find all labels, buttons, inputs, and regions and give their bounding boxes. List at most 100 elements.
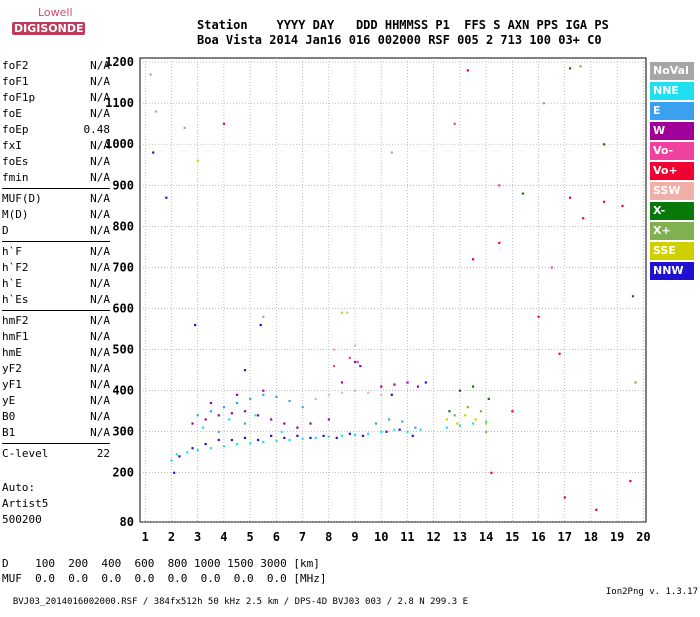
param-value: N/A xyxy=(90,155,110,168)
echo-point-w xyxy=(204,418,207,421)
echo-point-ssw xyxy=(353,344,357,347)
echo-point-nne xyxy=(196,449,199,452)
echo-point-e xyxy=(275,395,278,398)
echo-point-w xyxy=(209,401,212,405)
echo-point-w xyxy=(406,381,409,384)
echo-point-x- xyxy=(521,192,524,195)
logo-bottom-text: DIGISONDE xyxy=(12,22,86,35)
echo-point-e xyxy=(217,430,220,433)
legend-item: W xyxy=(650,122,694,140)
param-row: h`Es N/A xyxy=(2,292,110,308)
echo-point-w xyxy=(296,426,299,429)
param-value: N/A xyxy=(90,346,110,359)
echo-point-nnw xyxy=(283,436,286,440)
echo-point-nne xyxy=(228,418,231,421)
param-name: M(D) xyxy=(2,208,29,221)
echo-point-vo- xyxy=(603,200,606,203)
echo-point-w xyxy=(353,360,357,364)
echo-point-x- xyxy=(603,143,606,146)
echo-point-ssw xyxy=(346,311,349,314)
echo-point-nnw xyxy=(178,455,181,458)
echo-point-vo- xyxy=(498,241,501,244)
legend-item: E xyxy=(650,102,694,120)
header-labels: Station YYYY DAY DDD HHMMSS P1 FFS S AXN… xyxy=(197,18,609,32)
station-header: Station YYYY DAY DDD HHMMSS P1 FFS S AXN… xyxy=(197,18,609,48)
echo-point-noval xyxy=(149,73,152,76)
echo-point-nnw xyxy=(322,434,325,437)
echo-point-nnw xyxy=(259,323,262,327)
file-info-text: BVJ03_2014016002000.RSF / 384fx512h 50 k… xyxy=(12,597,468,607)
echo-point-noval xyxy=(262,315,265,318)
x-tick-label: 14 xyxy=(479,530,493,544)
echo-point-w xyxy=(270,418,273,421)
echo-point-nnw xyxy=(385,430,388,433)
echo-point-nnw xyxy=(191,447,194,450)
echo-point-ssw xyxy=(340,391,344,394)
echo-point-e xyxy=(388,418,391,421)
param-row: MUF(D) N/A xyxy=(2,191,110,207)
echo-point-sse xyxy=(456,422,459,425)
param-row: hmF1 N/A xyxy=(2,329,110,345)
echo-point-nnw xyxy=(243,436,247,440)
param-value: N/A xyxy=(90,426,110,439)
param-row: hmE N/A xyxy=(2,345,110,361)
echo-point-nnw xyxy=(204,442,207,446)
lowell-digisonde-logo: Lowell DIGISONDE xyxy=(2,6,86,40)
file-info-footer: BVJ03_2014016002000.RSF / 384fx512h 50 k… xyxy=(2,587,698,617)
echo-point-nnw xyxy=(165,196,168,199)
echo-point-nne xyxy=(249,442,252,445)
echo-point-noval xyxy=(542,102,545,105)
echo-point-nnw xyxy=(335,436,338,440)
echo-point-nnw xyxy=(361,434,365,437)
echo-point-x- xyxy=(631,295,635,298)
echo-point-sse xyxy=(196,159,199,162)
echo-point-ssw xyxy=(380,393,383,396)
echo-point-vo- xyxy=(568,196,572,199)
echo-point-sse xyxy=(445,418,448,421)
echo-point-nne xyxy=(280,430,283,433)
x-tick-label: 11 xyxy=(400,530,414,544)
y-tick-label: 200 xyxy=(112,466,134,480)
echo-point-vo- xyxy=(629,479,632,483)
param-row: C-level 22 xyxy=(2,446,110,462)
echo-point-nne xyxy=(236,442,239,446)
echo-point-nne xyxy=(327,435,330,438)
echo-point-vo- xyxy=(222,122,226,125)
echo-point-vo- xyxy=(511,410,514,413)
echo-point-nnw xyxy=(152,151,155,154)
echo-point-w xyxy=(262,389,265,392)
echo-point-e xyxy=(236,401,239,405)
legend-item: X- xyxy=(650,202,694,220)
echo-point-x- xyxy=(448,410,451,413)
y-tick-label: 700 xyxy=(112,260,134,274)
param-row: foF1p N/A xyxy=(2,90,110,106)
param-row: M(D) N/A xyxy=(2,207,110,223)
echo-point-vo- xyxy=(490,471,493,474)
echo-point-e xyxy=(414,426,417,429)
echo-point-e xyxy=(262,393,265,396)
ionospheric-parameters-panel: foF2 N/A foF1 N/A foF1p N/A foE N/A foEp 0.48 fxI N… xyxy=(2,58,110,462)
x-tick-label: 13 xyxy=(453,530,467,544)
param-name: B0 xyxy=(2,410,16,423)
legend-item: SSW xyxy=(650,182,694,200)
echo-point-nnw xyxy=(398,428,401,431)
param-name: hmF2 xyxy=(2,314,29,327)
param-row: B1 N/A xyxy=(2,425,110,441)
x-tick-label: 3 xyxy=(194,530,201,544)
y-tick-label: 500 xyxy=(112,343,134,357)
param-row: foEp 0.48 xyxy=(2,122,110,138)
echo-point-nne xyxy=(275,439,278,442)
x-tick-label: 7 xyxy=(299,530,306,544)
param-value: N/A xyxy=(90,314,110,327)
param-separator xyxy=(2,241,110,242)
echo-point-nne xyxy=(471,422,475,425)
echo-point-nne xyxy=(393,428,396,431)
echo-point-nnw xyxy=(194,323,197,327)
echo-point-vo- xyxy=(356,360,359,364)
x-tick-label: 19 xyxy=(610,530,624,544)
legend-item: Vo+ xyxy=(650,162,694,180)
param-name: yF2 xyxy=(2,362,22,375)
echo-point-nne xyxy=(445,426,448,429)
echo-point-nne xyxy=(254,414,257,417)
polarization-legend: NoVal NNE E W Vo- Vo+ SSW X- X+ SSE NNW xyxy=(650,62,694,282)
